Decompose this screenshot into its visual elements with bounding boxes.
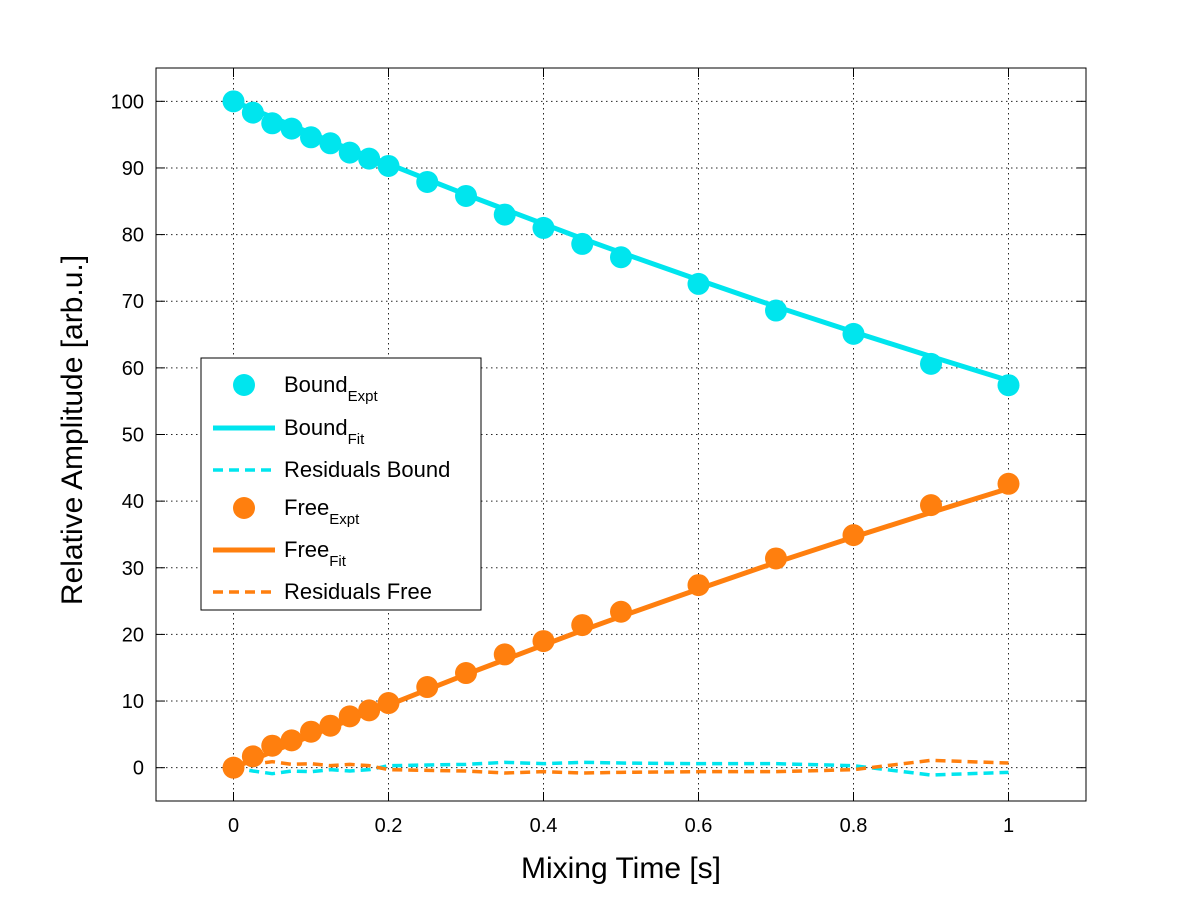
- free-expt-point: [842, 524, 865, 547]
- free-expt-point: [261, 734, 284, 757]
- legend-free-fit-label-main: Free: [284, 537, 329, 562]
- y-tick-label: 90: [122, 158, 144, 180]
- free-expt-point: [338, 705, 361, 728]
- y-tick-label: 100: [111, 91, 144, 113]
- free-expt-point: [765, 547, 787, 570]
- ticks: [156, 68, 1086, 801]
- free-expt-point: [455, 662, 477, 685]
- legend-bound-fit-label: BoundFit: [284, 415, 365, 448]
- free-expt-point: [532, 630, 555, 653]
- free-expt-point: [300, 720, 322, 743]
- legend-box: [200, 357, 482, 611]
- y-tick-label: 80: [122, 225, 144, 247]
- bound-expt-point: [610, 246, 632, 269]
- bound-expt-point: [338, 141, 361, 164]
- x-tick-label: 0.8: [840, 815, 868, 837]
- legend-bound-fit-label-sub: Fit: [348, 431, 365, 448]
- free-expt-point: [997, 472, 1020, 495]
- bound-expt-point: [416, 170, 439, 193]
- legend-free-expt-label-sub: Expt: [329, 511, 360, 528]
- bound-expt-point: [455, 184, 477, 207]
- y-tick-label: 70: [122, 291, 144, 313]
- bound-expt-point: [319, 132, 342, 155]
- series-layer: [222, 90, 1020, 779]
- bound-expt-point: [571, 232, 594, 255]
- bound-expt-point: [842, 322, 865, 345]
- x-tick-label: 0.4: [530, 815, 558, 837]
- residuals-free-line: [233, 758, 1009, 775]
- free-expt-point: [319, 714, 342, 737]
- residuals-bound-line: [233, 760, 1009, 777]
- legend-bound-expt-label-main: Bound: [284, 372, 348, 397]
- bound-expt-point: [222, 90, 245, 113]
- y-tick-label: 60: [122, 358, 144, 380]
- bound-expt-point: [280, 117, 303, 140]
- grid: [156, 68, 1086, 801]
- legend-residuals-free-label: Residuals Free: [284, 579, 432, 604]
- free-expt-point: [377, 692, 400, 715]
- free-expt-point: [416, 676, 439, 699]
- y-axis-title: Relative Amplitude [arb.u.]: [56, 255, 89, 605]
- y-tick-label: 20: [122, 624, 144, 646]
- y-tick-label: 50: [122, 425, 144, 447]
- bound-expt-point: [358, 147, 381, 170]
- bound-expt-point: [493, 203, 516, 226]
- legend-bound-expt-label: BoundExpt: [284, 372, 378, 405]
- legend-free-expt-label: FreeExpt: [284, 495, 360, 528]
- legend-free-expt-label-main: Free: [284, 495, 329, 520]
- x-tick-label: 0: [228, 815, 239, 837]
- bound-expt-point: [261, 112, 284, 135]
- legend-free-fit-label: FreeFit: [284, 537, 347, 570]
- free-expt-point: [687, 574, 710, 597]
- free-expt-point: [571, 614, 594, 637]
- free-expt-point: [920, 494, 942, 517]
- bound-expt-point: [377, 154, 400, 177]
- bound-expt-point: [920, 352, 942, 375]
- y-tick-label: 0: [133, 758, 144, 780]
- free-expt-point: [358, 699, 381, 722]
- bound-expt-point: [765, 299, 787, 322]
- free-expt-point: [280, 729, 303, 752]
- bound-expt-point: [241, 101, 264, 124]
- x-tick-label: 1: [1003, 815, 1014, 837]
- free-expt-point: [241, 745, 264, 768]
- legend-residuals-free-label-main: Residuals Free: [284, 579, 432, 604]
- x-axis-title: Mixing Time [s]: [521, 852, 721, 885]
- y-tick-label: 40: [122, 491, 144, 513]
- legend-residuals-bound-label: Residuals Bound: [284, 457, 450, 482]
- y-tick-label: 10: [122, 691, 144, 713]
- legend-free-expt-marker: [233, 497, 255, 519]
- legend-bound-expt-label-sub: Expt: [348, 388, 379, 405]
- x-tick-label: 0.2: [375, 815, 403, 837]
- bound-expt-point: [300, 126, 322, 149]
- free-expt-point: [610, 600, 632, 623]
- bound-expt-point: [687, 272, 710, 295]
- x-tick-label: 0.6: [685, 815, 713, 837]
- y-tick-label: 30: [122, 558, 144, 580]
- free-expt-point: [222, 756, 245, 779]
- legend-bound-expt-marker: [233, 374, 255, 396]
- bound-expt-point: [997, 374, 1020, 397]
- legend-free-fit-label-sub: Fit: [329, 553, 346, 570]
- bound-expt-point: [532, 216, 555, 239]
- legend-residuals-bound-label-main: Residuals Bound: [284, 457, 450, 482]
- free-expt-point: [493, 643, 516, 666]
- legend-bound-fit-label-main: Bound: [284, 415, 348, 440]
